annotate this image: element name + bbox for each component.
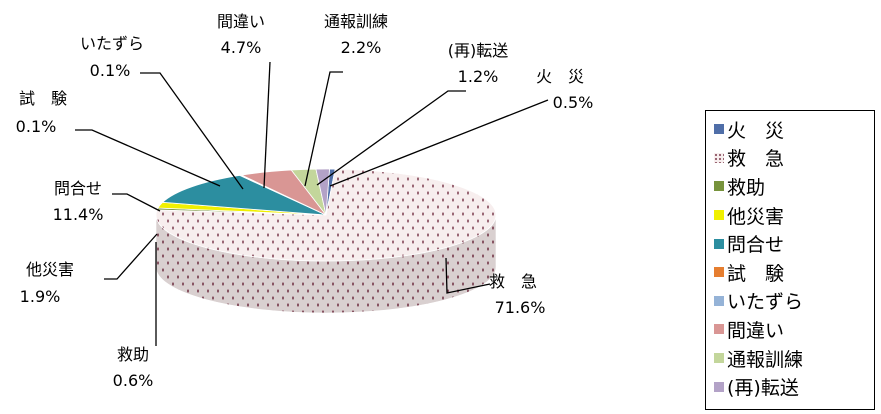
legend-item: 間違い bbox=[714, 315, 874, 344]
legend-item: 救助 bbox=[714, 172, 874, 201]
leader-line bbox=[329, 99, 549, 187]
legend-swatch bbox=[714, 152, 724, 163]
slice-category-label: 間違い bbox=[217, 12, 265, 31]
legend-label: 通報訓練 bbox=[727, 348, 804, 371]
legend-label: 火 災 bbox=[727, 119, 785, 142]
legend-label: 間違い bbox=[727, 319, 785, 342]
legend-item: いたずら bbox=[714, 287, 874, 316]
legend-swatch bbox=[714, 267, 724, 278]
slice-category-label: 他災害 bbox=[26, 260, 74, 279]
legend-swatch bbox=[714, 353, 724, 364]
legend-swatch bbox=[714, 381, 724, 392]
slice-value-label: 1.2% bbox=[458, 67, 499, 86]
slice-value-label: 11.4% bbox=[53, 205, 104, 224]
legend-label: 試 験 bbox=[727, 262, 785, 285]
legend-swatch bbox=[714, 124, 724, 135]
slice-value-label: 1.9% bbox=[20, 287, 61, 306]
slice-value-label: 2.2% bbox=[341, 38, 382, 57]
legend-swatch bbox=[714, 238, 724, 249]
leader-line bbox=[304, 71, 343, 187]
slice-category-label: 問合せ bbox=[54, 179, 102, 198]
slice-value-label: 0.1% bbox=[16, 117, 57, 136]
legend-label: (再)転送 bbox=[727, 377, 799, 400]
slice-value-label: 71.6% bbox=[495, 298, 546, 317]
slice-category-label: 救 急 bbox=[489, 272, 537, 291]
pie-slice bbox=[315, 168, 330, 216]
leader-line bbox=[104, 233, 158, 280]
leader-line bbox=[112, 193, 161, 212]
leader-line bbox=[75, 129, 221, 187]
legend-item: (再)転送 bbox=[714, 372, 874, 401]
slice-category-label: 救助 bbox=[117, 345, 149, 364]
slice-category-label: 火 災 bbox=[536, 67, 584, 86]
slice-value-label: 4.7% bbox=[221, 38, 262, 57]
slice-category-label: 通報訓練 bbox=[324, 12, 388, 31]
legend-item: 火 災 bbox=[714, 115, 874, 144]
slice-value-label: 0.6% bbox=[113, 371, 154, 390]
legend-item: 試 験 bbox=[714, 258, 874, 287]
slice-value-label: 0.1% bbox=[90, 61, 131, 80]
legend-item: 他災害 bbox=[714, 201, 874, 230]
chart-legend: 火 災救 急救助他災害問合せ試 験いたずら間違い通報訓練 (再)転送 bbox=[705, 110, 875, 410]
legend-label: いたずら bbox=[727, 291, 804, 314]
legend-label: 救 急 bbox=[727, 148, 785, 171]
legend-label: 問合せ bbox=[727, 234, 785, 257]
slice-category-label: いたずら bbox=[80, 34, 144, 53]
legend-label: 他災害 bbox=[727, 205, 785, 228]
leader-line bbox=[316, 90, 466, 186]
slice-category-label: (再)転送 bbox=[448, 41, 509, 60]
slice-value-label: 0.5% bbox=[553, 93, 594, 112]
legend-item: 問合せ bbox=[714, 229, 874, 258]
leader-line bbox=[140, 72, 244, 190]
legend-swatch bbox=[714, 295, 724, 306]
slice-category-label: 試 験 bbox=[19, 89, 67, 108]
legend-swatch bbox=[714, 210, 724, 221]
legend-item: 通報訓練 bbox=[714, 344, 874, 373]
legend-label: 救助 bbox=[727, 176, 766, 199]
legend-item: 救 急 bbox=[714, 144, 874, 173]
legend-swatch bbox=[714, 324, 724, 335]
leader-line bbox=[445, 257, 491, 294]
legend-swatch bbox=[714, 181, 724, 192]
leader-line bbox=[263, 61, 271, 189]
